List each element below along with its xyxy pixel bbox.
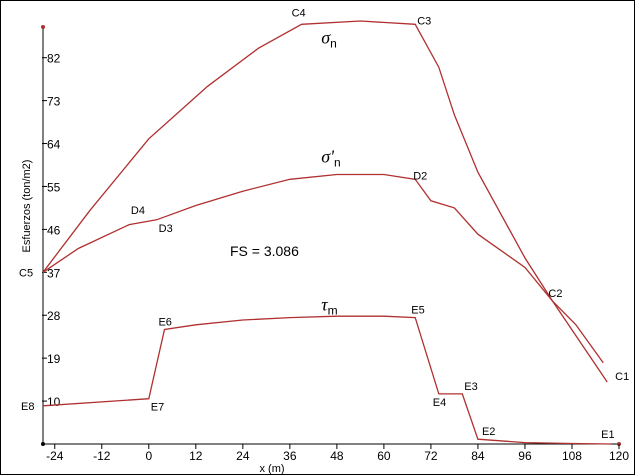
point-label: C1 xyxy=(615,371,629,383)
y-tick-label: 37 xyxy=(47,266,61,280)
x-tick-label: 72 xyxy=(424,449,438,463)
x-tick-label: 24 xyxy=(236,449,250,463)
series-line-3 xyxy=(42,315,612,445)
y-tick-label: 46 xyxy=(47,223,61,237)
point-label: D4 xyxy=(131,205,145,217)
series-label-1: σn xyxy=(321,27,337,50)
x-tick-label: 96 xyxy=(518,449,532,463)
point-label: E5 xyxy=(411,305,424,317)
x-tick-label: 48 xyxy=(330,449,344,463)
point-label: C4 xyxy=(292,7,306,19)
x-tick-label: -24 xyxy=(46,449,64,463)
y-tick-label: 55 xyxy=(47,180,61,194)
point-labels: C1 C2 C3 C4 C5 D2 D3 D4 E1 E2 E3 E4 E5 E6 E7 E8 xyxy=(19,7,629,441)
y-tick-label: 28 xyxy=(47,309,61,323)
x-tick-label: 60 xyxy=(377,449,391,463)
fs-annotation: FS = 3.086 xyxy=(230,243,299,259)
y-tick-label: 64 xyxy=(47,138,61,152)
x-tick-label: 84 xyxy=(471,449,485,463)
x-tick-label: -12 xyxy=(93,449,111,463)
x-tick-label: 0 xyxy=(145,449,152,463)
origin-dot xyxy=(41,442,45,446)
point-label: E7 xyxy=(151,402,164,414)
x-tick-label: 36 xyxy=(283,449,297,463)
point-label: E4 xyxy=(433,397,446,409)
series-line-1 xyxy=(42,20,608,383)
x-tick-label: 108 xyxy=(562,449,582,463)
y-axis-label: Esfuerzos (ton/m2) xyxy=(21,160,33,253)
point-label: D3 xyxy=(159,223,173,235)
point-label: E2 xyxy=(482,426,495,438)
y-tick-label: 73 xyxy=(47,95,61,109)
point-label: C5 xyxy=(19,267,33,279)
series-group: σn σ'n τm xyxy=(42,20,612,445)
point-label: E8 xyxy=(21,401,34,413)
y-tick-label: 10 xyxy=(47,395,61,409)
y-tick-label: 82 xyxy=(47,52,61,66)
point-label: E1 xyxy=(601,429,614,441)
point-label: D2 xyxy=(413,170,427,182)
series-label-2: σ'n xyxy=(321,147,340,170)
point-label: E6 xyxy=(158,317,171,329)
series-label-3: τm xyxy=(321,294,337,317)
point-label: C3 xyxy=(417,15,431,27)
y-tick-label: 19 xyxy=(47,352,61,366)
x-axis-label: x (m) xyxy=(259,463,284,475)
y-axis-end-dot xyxy=(41,25,45,29)
x-tick-label: 12 xyxy=(189,449,203,463)
x-tick-label: 120 xyxy=(609,449,629,463)
point-label: E3 xyxy=(464,381,477,393)
point-label: C2 xyxy=(548,288,562,300)
axes: -24 -12 0 12 24 36 48 60 72 84 96 108 120 10 19 28 37 46 5… xyxy=(41,25,629,463)
series-line-2 xyxy=(42,173,604,364)
